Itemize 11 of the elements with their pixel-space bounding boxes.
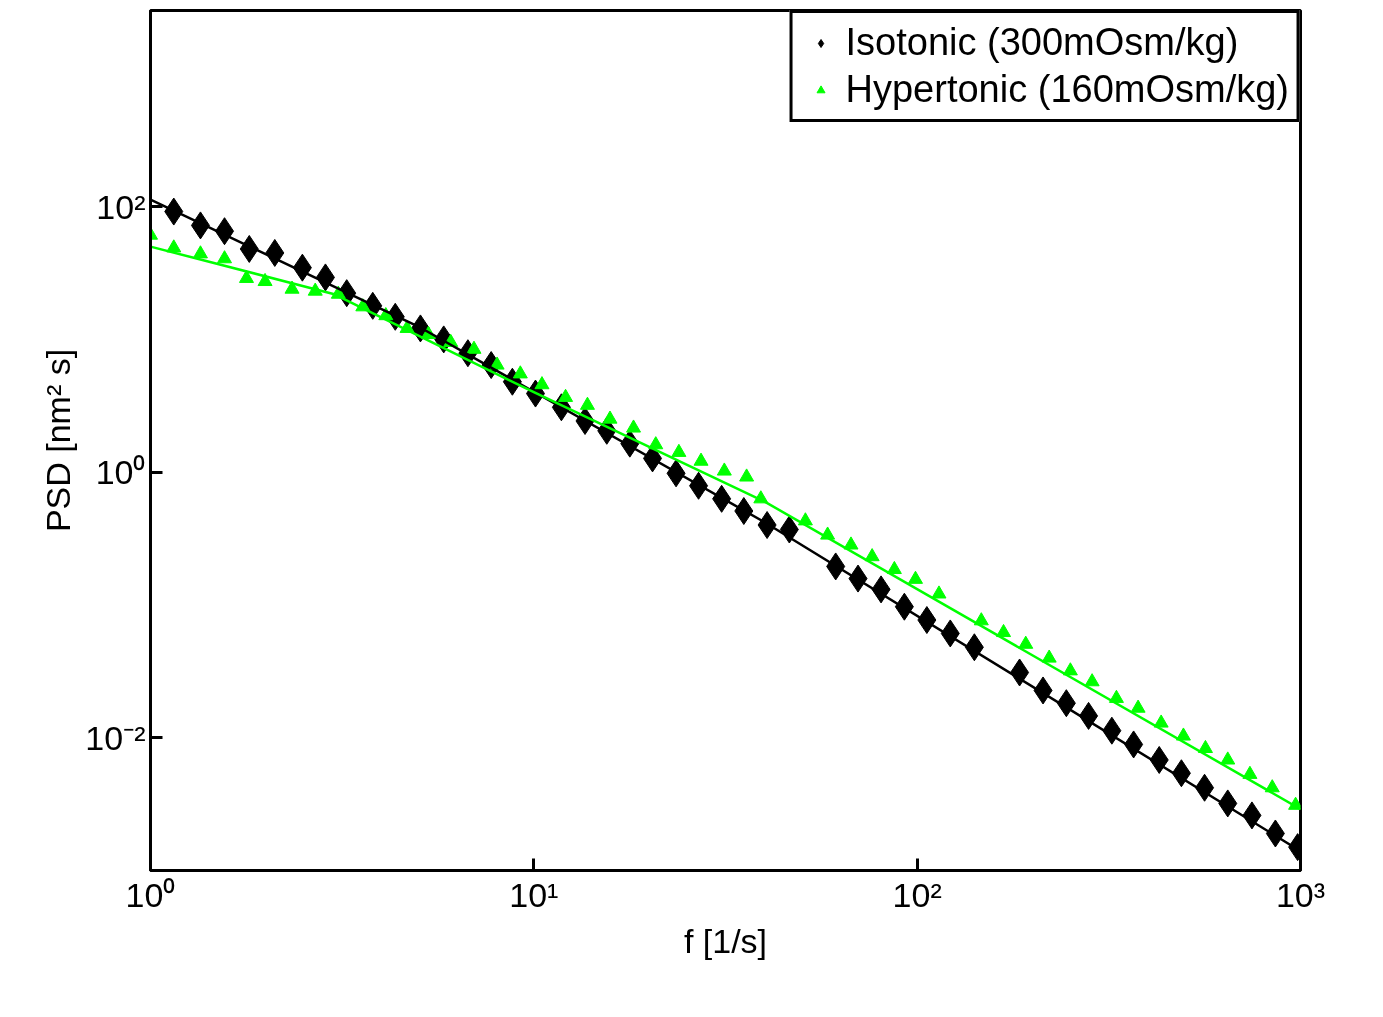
- y-axis-title: PSD [nm² s]: [39, 348, 78, 533]
- y-tick-label: 10⁰: [95, 453, 146, 492]
- legend-label: Hypertonic (160mOsm/kg): [845, 68, 1289, 111]
- y-tick-label: 10²: [96, 187, 146, 226]
- y-tick-label: 10⁻²: [85, 718, 146, 757]
- x-axis-title: f [1/s]: [683, 921, 768, 960]
- x-tick-label: 10⁰: [125, 875, 176, 914]
- legend-label: Isotonic (300mOsm/kg): [845, 21, 1239, 64]
- x-tick-label: 10³: [1275, 875, 1326, 914]
- x-tick-label: 10²: [892, 875, 942, 914]
- x-tick-label: 10¹: [509, 875, 559, 914]
